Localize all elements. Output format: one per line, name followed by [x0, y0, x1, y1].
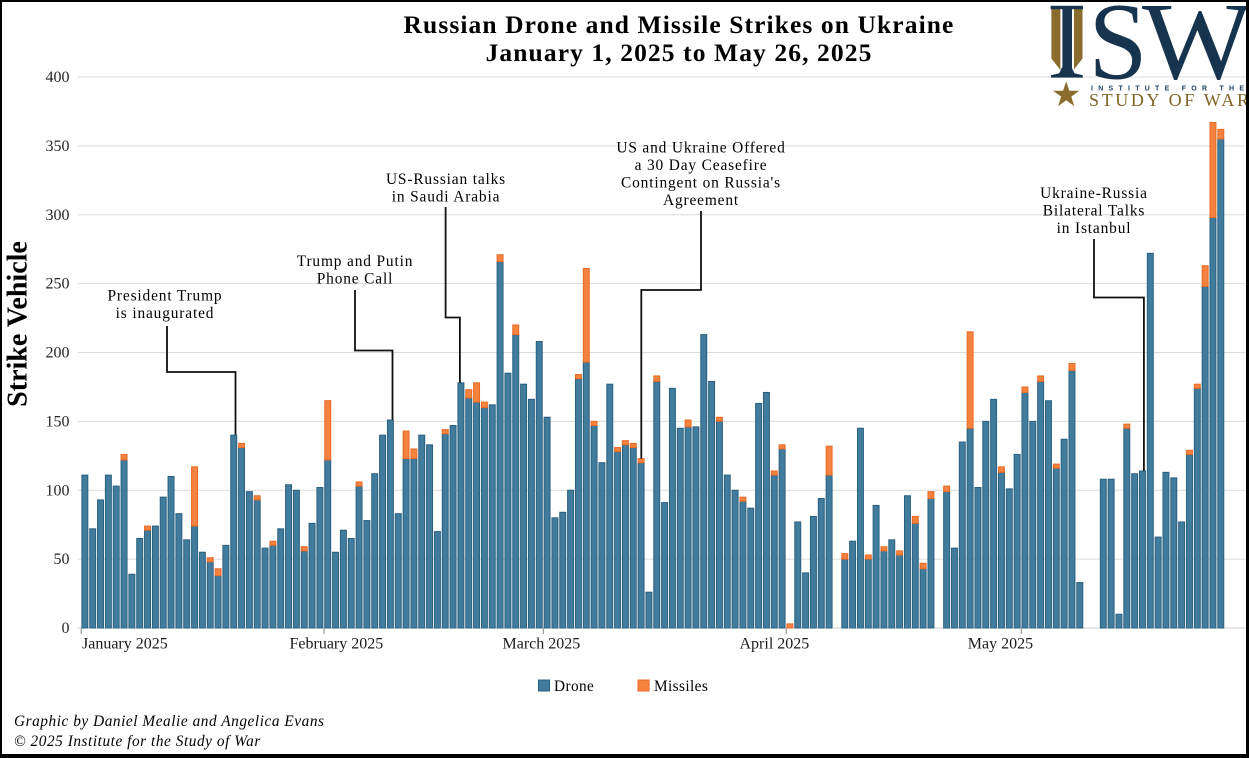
- svg-text:W: W: [1142, 0, 1249, 102]
- svg-text:© 2025 Institute for the Study: © 2025 Institute for the Study of War: [14, 733, 261, 750]
- svg-text:a 30 Day Ceasefire: a 30 Day Ceasefire: [634, 157, 767, 174]
- svg-text:March 2025: March 2025: [502, 635, 580, 652]
- svg-text:Bilateral Talks: Bilateral Talks: [1042, 202, 1144, 219]
- svg-text:50: 50: [53, 551, 69, 568]
- svg-text:250: 250: [45, 275, 69, 292]
- svg-text:0: 0: [61, 620, 69, 637]
- svg-text:Trump and Putin: Trump and Putin: [296, 253, 413, 270]
- svg-text:in Istanbul: in Istanbul: [1056, 220, 1131, 237]
- svg-text:is inaugurated: is inaugurated: [115, 305, 214, 322]
- svg-text:US and Ukraine Offered: US and Ukraine Offered: [616, 139, 785, 156]
- svg-text:S: S: [1088, 0, 1147, 102]
- svg-text:INSTITUTE FOR THE: INSTITUTE FOR THE: [1091, 85, 1244, 92]
- svg-text:May 2025: May 2025: [967, 635, 1032, 652]
- svg-text:Agreement: Agreement: [662, 192, 738, 209]
- svg-text:150: 150: [45, 413, 69, 430]
- svg-text:400: 400: [45, 69, 69, 86]
- svg-text:350: 350: [45, 137, 69, 154]
- svg-text:Russian Drone and Missile Stri: Russian Drone and Missile Strikes on Ukr…: [403, 10, 954, 39]
- svg-text:Contingent on Russia's: Contingent on Russia's: [621, 174, 781, 191]
- svg-text:200: 200: [45, 344, 69, 361]
- svg-text:April 2025: April 2025: [739, 635, 809, 652]
- svg-text:Ukraine-Russia: Ukraine-Russia: [1040, 185, 1148, 202]
- svg-text:in Saudi Arabia: in Saudi Arabia: [391, 188, 500, 205]
- svg-text:Phone Call: Phone Call: [316, 270, 392, 287]
- svg-text:January 2025: January 2025: [82, 635, 168, 652]
- svg-text:Strike Vehicle: Strike Vehicle: [2, 241, 33, 407]
- svg-text:300: 300: [45, 206, 69, 223]
- svg-text:January 1, 2025 to May 26, 202: January 1, 2025 to May 26, 2025: [485, 38, 872, 67]
- svg-text:Drone: Drone: [554, 678, 594, 695]
- svg-text:US-Russian talks: US-Russian talks: [385, 171, 505, 188]
- svg-text:100: 100: [45, 482, 69, 499]
- svg-text:February 2025: February 2025: [289, 635, 383, 652]
- svg-text:President Trump: President Trump: [107, 287, 222, 304]
- svg-text:Graphic by Daniel Mealie and A: Graphic by Daniel Mealie and Angelica Ev…: [14, 713, 325, 730]
- svg-text:Missiles: Missiles: [654, 678, 708, 695]
